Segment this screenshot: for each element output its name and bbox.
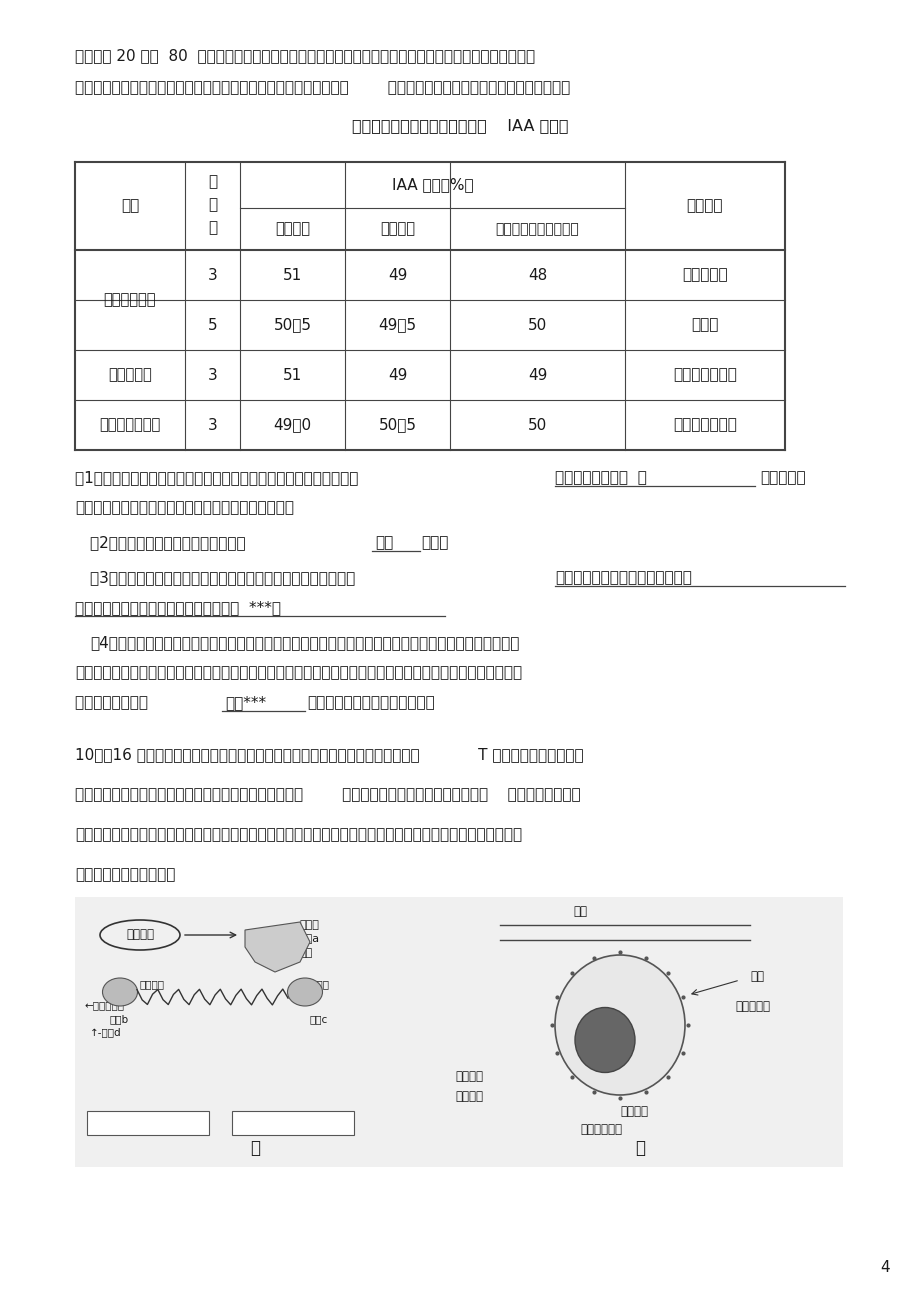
Text: 黑暗处理（两侧均值）: 黑暗处理（两侧均值）: [495, 222, 579, 236]
Ellipse shape: [287, 979, 323, 1006]
Text: 等物质可能是生长: 等物质可能是生长: [75, 694, 157, 710]
Text: 50: 50: [528, 417, 547, 433]
Text: 激素: 激素: [749, 969, 763, 982]
FancyBboxPatch shape: [232, 1111, 354, 1135]
Text: 测定方法: 测定方法: [686, 198, 722, 214]
Text: 10．（16 分）科学研究表明：长期的精神因素（焦虑、紧张等的心理应激）会使            T 细胞的活性下降，对病: 10．（16 分）科学研究表明：长期的精神因素（焦虑、紧张等的心理应激）会使 T…: [75, 747, 583, 762]
Text: IAA 分布（%）: IAA 分布（%）: [391, 177, 472, 193]
Text: 激素b: 激素b: [110, 1014, 129, 1024]
Polygon shape: [244, 923, 310, 972]
Text: （4）人们用同样的研究方法还分别测得了萝卜下胚轴中的萝卜宁、向日葵下胚轴中的黄质醌等物质，发现: （4）人们用同样的研究方法还分别测得了萝卜下胚轴中的萝卜宁、向日葵下胚轴中的黄质…: [90, 635, 519, 650]
Text: 数: 数: [208, 220, 217, 235]
Text: 50．5: 50．5: [378, 417, 416, 433]
Text: 剂，从而影响了向光侧的生长。: 剂，从而影响了向光侧的生长。: [307, 694, 435, 710]
Text: 具有促进植物生长的作用，所以胚芽鞘向光弯曲生长。: 具有促进植物生长的作用，所以胚芽鞘向光弯曲生长。: [75, 500, 294, 515]
Text: 实: 实: [208, 175, 217, 189]
Text: 48: 48: [528, 267, 547, 283]
Text: 乙: 乙: [634, 1139, 644, 1157]
Text: 血液: 血液: [573, 906, 586, 919]
Text: 突触前膜: 突触前膜: [455, 1091, 482, 1104]
Text: 由于生长素: 由于生长素: [759, 470, 805, 485]
Text: 递质的: 递质的: [605, 999, 624, 1010]
Text: 绪压力时肾上腺皮质、肾上腺髓质受下丘脑调节的模式图，乙图是神经、激素、免疫三大调节的相互作用图。请: 绪压力时肾上腺皮质、肾上腺髓质受下丘脑调节的模式图，乙图是神经、激素、免疫三大调…: [75, 827, 522, 842]
Text: 下丘脑: 下丘脑: [300, 920, 320, 930]
Text: 引起压力的短期效应: 引起压力的短期效应: [119, 1118, 176, 1128]
Text: 毒和真菌感染的抵抗以及对肿瘤细胞的监控能力均降低，        同时还间接影响机体对抗体的产生。    甲图为人体产生情: 毒和真菌感染的抵抗以及对肿瘤细胞的监控能力均降低， 同时还间接影响机体对抗体的产…: [75, 787, 580, 803]
Text: 电子俘获检测法: 电子俘获检测法: [673, 417, 736, 433]
Text: 免疫细胞: 免疫细胞: [619, 1105, 647, 1118]
Text: 情绪压力: 情绪压力: [126, 929, 153, 942]
FancyBboxPatch shape: [87, 1111, 209, 1135]
Text: 向日葵、萝卜和燕麦向光器官的    IAA 分布表: 向日葵、萝卜和燕麦向光器官的 IAA 分布表: [351, 119, 568, 133]
Text: ←肾上腺皮质: ←肾上腺皮质: [289, 979, 330, 989]
Text: 向光侧和背光侧的生长素含量无明显差异  ***。: 向光侧和背光侧的生长素含量无明显差异 ***。: [75, 599, 280, 615]
Text: 作用。: 作用。: [421, 536, 448, 550]
Text: 激素的受体: 激素的受体: [734, 999, 769, 1012]
Text: 垂体: 垂体: [300, 949, 312, 958]
Text: 4: 4: [879, 1260, 889, 1276]
Text: 51: 51: [282, 367, 301, 383]
Text: 验: 验: [208, 197, 217, 212]
Text: 兴奋传导: 兴奋传导: [140, 979, 165, 989]
Text: 对照: 对照: [375, 536, 392, 550]
Text: 激素a: 激素a: [300, 934, 320, 943]
Text: 黄化燕麦胚芽鞘: 黄化燕麦胚芽鞘: [99, 417, 161, 433]
Text: 甲: 甲: [250, 1139, 260, 1157]
Text: 49: 49: [388, 267, 407, 283]
Text: 向光侧移向背光侧  ，: 向光侧移向背光侧 ，: [554, 470, 646, 485]
Text: 这些物质的含量是向光侧多于背光侧。结合材料二的实验结果，对植物向光性的可以这样解释：萝卜宁、黄质醌: 这些物质的含量是向光侧多于背光侧。结合材料二的实验结果，对植物向光性的可以这样解…: [75, 665, 522, 680]
Ellipse shape: [554, 955, 685, 1095]
Text: 不支持，用现代物理化学方法测得: 不支持，用现代物理化学方法测得: [554, 569, 691, 585]
Text: 萝卜下胚轴: 萝卜下胚轴: [108, 367, 152, 383]
Text: 据图分析回答下列问题：: 据图分析回答下列问题：: [75, 866, 176, 882]
FancyBboxPatch shape: [75, 896, 842, 1167]
Text: 受体: 受体: [607, 1015, 621, 1025]
Text: 49: 49: [528, 367, 547, 383]
Text: （1）材料一的实验结果说明，受到单侧光照射后生长素的转移方向为: （1）材料一的实验结果说明，受到单侧光照射后生长素的转移方向为: [75, 470, 412, 485]
Text: 神经末梢: 神经末梢: [455, 1070, 482, 1083]
Ellipse shape: [102, 979, 137, 1006]
Text: 免疫法: 免疫法: [690, 318, 718, 332]
Ellipse shape: [574, 1007, 634, 1072]
Text: 5: 5: [208, 318, 217, 332]
Text: 3: 3: [208, 367, 217, 383]
Text: 51: 51: [282, 267, 301, 283]
Text: 49．5: 49．5: [378, 318, 416, 332]
Text: 50: 50: [528, 318, 547, 332]
Text: 引起压力的长期效应: 引起压力的长期效应: [265, 1118, 321, 1128]
Text: 50．5: 50．5: [273, 318, 312, 332]
Text: 器官: 器官: [120, 198, 139, 214]
Text: ←肾上腺髓质: ←肾上腺髓质: [85, 999, 125, 1010]
Text: 背光一侧: 背光一侧: [380, 222, 414, 237]
Text: 向光一侧: 向光一侧: [275, 222, 310, 237]
Text: 胚轴（下胚轴是指双子叶植物幼苗的子叶着生处以下最初茎的部分）        和黄化燕麦胚芽鞘的生长素分布如下表所示。: 胚轴（下胚轴是指双子叶植物幼苗的子叶着生处以下最初茎的部分） 和黄化燕麦胚芽鞘的…: [75, 79, 570, 95]
Text: 电子俘获检测法: 电子俘获检测法: [673, 367, 736, 383]
Text: 免疫活性物质: 免疫活性物质: [579, 1123, 621, 1136]
Text: 49．0: 49．0: [273, 417, 312, 433]
Text: 3: 3: [208, 417, 217, 433]
Text: 材料二： 20 世纪  80  年代以来，有学者利用气相质谱仪等现代物理化学法分别测得向日葵下胚轴、萝卜下: 材料二： 20 世纪 80 年代以来，有学者利用气相质谱仪等现代物理化学法分别测…: [75, 48, 535, 63]
Text: 3: 3: [208, 267, 217, 283]
Text: 向日葵下胚轴: 向日葵下胚轴: [104, 292, 156, 308]
Text: 分子荧光法: 分子荧光法: [682, 267, 727, 283]
Text: （3）材料二的实验结果是否支持材料一的观点，并请说明理由：: （3）材料二的实验结果是否支持材料一的观点，并请说明理由：: [90, 569, 408, 585]
Text: ↑-激素d: ↑-激素d: [90, 1027, 121, 1037]
Text: 抑制***: 抑制***: [225, 694, 266, 710]
Text: 激素c: 激素c: [310, 1014, 328, 1024]
Text: 49: 49: [388, 367, 407, 383]
Text: （2）材料二中的黑暗处理在实验中起: （2）材料二中的黑暗处理在实验中起: [90, 536, 279, 550]
